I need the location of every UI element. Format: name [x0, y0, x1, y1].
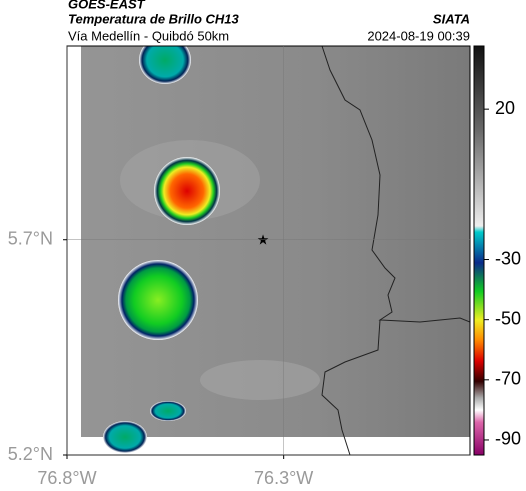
- storm-cell: [118, 260, 198, 340]
- storm-cell: [103, 421, 147, 453]
- colorbar-tick-label: -70: [495, 369, 521, 389]
- y-tick-label: 5.2°N: [8, 444, 53, 464]
- source: SIATA: [433, 11, 470, 26]
- satellite: GOES-EAST: [68, 0, 146, 11]
- border: [321, 319, 381, 455]
- storm-cell: [139, 46, 191, 84]
- colorbar-tick-label: 20: [495, 98, 515, 118]
- colorbar-tick-label: -50: [495, 308, 521, 328]
- colorbar-tick-label: -30: [495, 248, 521, 268]
- x-tick-label: 76.3°W: [254, 468, 313, 488]
- storm-cell: [150, 401, 186, 421]
- satellite-image: ★: [67, 46, 470, 455]
- y-tick-label: 5.7°N: [8, 228, 53, 248]
- border: [321, 46, 470, 323]
- storm-cell: [154, 157, 220, 225]
- colorbar-tick-label: -90: [495, 429, 521, 449]
- colorbar: [473, 45, 485, 456]
- x-tick-label: 76.8°W: [37, 468, 96, 488]
- product: Temperatura de Brillo CH13: [68, 11, 240, 26]
- cloud: [200, 360, 320, 400]
- route: Vía Medellín - Quibdó 50km: [68, 28, 229, 43]
- timestamp: 2024-08-19 00:39: [367, 28, 470, 43]
